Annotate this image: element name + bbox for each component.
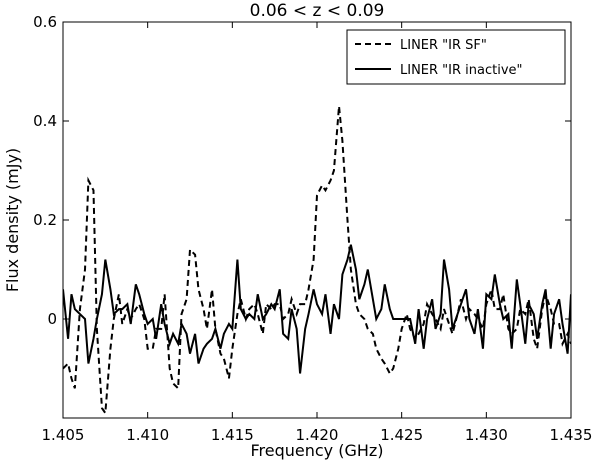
x-tick-label: 1.425 — [380, 426, 423, 444]
y-tick-label: 0.4 — [33, 112, 57, 130]
x-axis-label: Frequency (GHz) — [250, 441, 383, 460]
y-tick-label: 0 — [47, 310, 57, 328]
x-tick-label: 1.415 — [211, 426, 254, 444]
series-line-0 — [63, 106, 571, 416]
series-line-1 — [63, 244, 571, 374]
chart-title: 0.06 < z < 0.09 — [250, 1, 385, 21]
legend-label-ir-inactive: LINER "IR inactive" — [400, 63, 523, 78]
y-tick-label: 0.2 — [33, 211, 57, 229]
y-tick-label: 0.6 — [33, 13, 57, 31]
y-axis: 0 0.2 0.4 0.6 — [33, 13, 571, 328]
legend: LINER "IR SF" LINER "IR inactive" — [346, 29, 566, 85]
x-tick-label: 1.405 — [42, 426, 85, 444]
x-tick-label: 1.435 — [550, 426, 593, 444]
x-tick-label: 1.410 — [126, 426, 169, 444]
series-layer — [63, 106, 571, 416]
legend-label-ir-sf: LINER "IR SF" — [400, 38, 487, 53]
y-axis-label: Flux density (mJy) — [3, 148, 22, 292]
x-tick-label: 1.430 — [465, 426, 508, 444]
x-axis: 1.405 1.410 1.415 1.420 1.425 1.430 1.435 — [42, 22, 593, 444]
legend-box — [346, 29, 566, 85]
x-tick-label: 1.420 — [296, 426, 339, 444]
